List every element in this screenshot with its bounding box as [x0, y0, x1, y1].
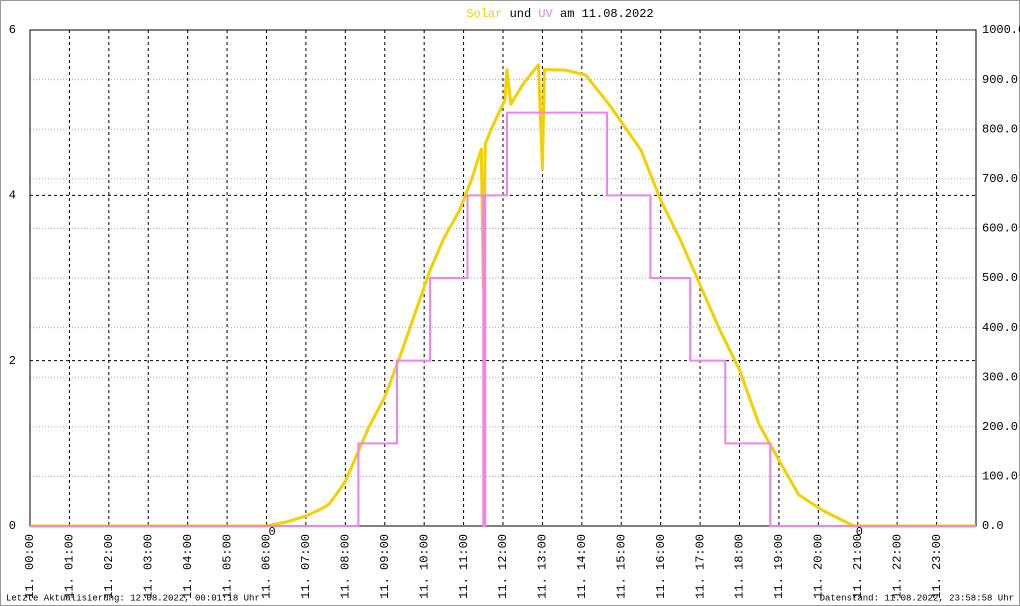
title-solar: Solar: [466, 7, 502, 21]
y2-tick-label: 100.0: [982, 470, 1018, 484]
y-tick-label: 0: [9, 519, 16, 533]
chart-title: Solar und UV am 11.08.2022: [466, 7, 653, 21]
annotation: 0: [856, 525, 863, 539]
x-tick-label: 11. 15:00: [614, 534, 628, 599]
x-tick-label: 11. 14:00: [575, 534, 589, 599]
y2-tick-label: 1000.0: [982, 23, 1020, 37]
y-tick-label: 6: [9, 23, 16, 37]
x-tick-label: 11. 01:00: [63, 534, 77, 599]
title-uv: UV: [538, 7, 553, 21]
x-tick-label: 11. 17:00: [693, 534, 707, 599]
x-tick-label: 11. 20:00: [812, 534, 826, 599]
x-tick-label: 11. 04:00: [181, 534, 195, 599]
x-tick-label: 11. 07:00: [299, 534, 313, 599]
y2-tick-label: 900.0: [982, 73, 1018, 87]
x-tick-label: 11. 23:00: [930, 534, 944, 599]
y2-tick-label: 500.0: [982, 271, 1018, 285]
y2-tick-label: 300.0: [982, 370, 1018, 384]
x-tick-label: 11. 16:00: [654, 534, 668, 599]
x-tick-label: 11. 22:00: [890, 534, 904, 599]
footer-right: Datenstand: 11.08.2022, 23:58:58 Uhr: [820, 593, 1014, 603]
x-tick-label: 11. 19:00: [772, 534, 786, 599]
footer-left: Letzte Aktualisierung: 12.08.2022, 00:01…: [6, 593, 260, 603]
annotation: 0: [269, 525, 276, 539]
y-tick-label: 4: [9, 189, 16, 203]
x-tick-label: 11. 00:00: [23, 534, 37, 599]
x-tick-label: 11. 13:00: [536, 534, 550, 599]
x-tick-label: 11. 18:00: [733, 534, 747, 599]
y-tick-label: 2: [9, 354, 16, 368]
y2-tick-label: 0.0: [982, 519, 1004, 533]
x-tick-label: 11. 08:00: [339, 534, 353, 599]
x-tick-label: 11. 21:00: [851, 534, 865, 599]
title-word: und: [510, 7, 532, 21]
series-line: [30, 63, 976, 528]
x-tick-label: 11. 09:00: [378, 534, 392, 599]
y2-tick-label: 800.0: [982, 122, 1018, 136]
y2-tick-label: 200.0: [982, 420, 1018, 434]
y2-tick-label: 700.0: [982, 172, 1018, 186]
x-tick-label: 11. 06:00: [260, 534, 274, 599]
y2-tick-label: 400.0: [982, 321, 1018, 335]
x-tick-label: 11. 02:00: [102, 534, 116, 599]
y2-tick-label: 600.0: [982, 222, 1018, 236]
x-tick-label: 11. 05:00: [220, 534, 234, 599]
series-line: [30, 111, 976, 527]
title-word: am 11.08.2022: [560, 7, 654, 21]
x-tick-label: 11. 10:00: [417, 534, 431, 599]
x-tick-label: 11. 03:00: [141, 534, 155, 599]
plot-border: [29, 29, 977, 527]
x-tick-label: 11. 12:00: [496, 534, 510, 599]
x-tick-label: 11. 11:00: [457, 534, 471, 599]
